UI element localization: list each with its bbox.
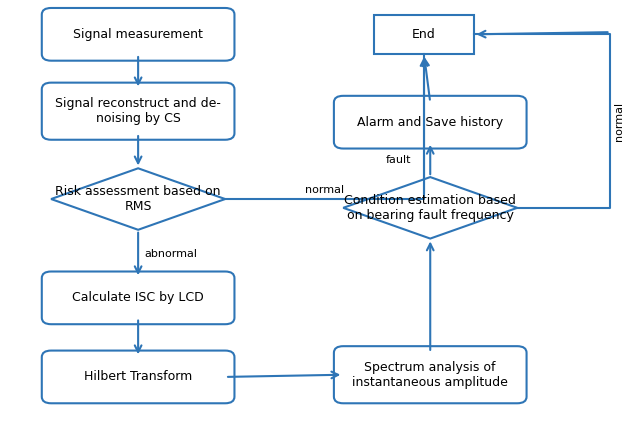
FancyBboxPatch shape xyxy=(42,271,234,324)
Text: Calculate ISC by LCD: Calculate ISC by LCD xyxy=(72,291,204,305)
Text: fault: fault xyxy=(386,155,411,164)
Text: Alarm and Save history: Alarm and Save history xyxy=(357,116,503,129)
Text: Spectrum analysis of
instantaneous amplitude: Spectrum analysis of instantaneous ampli… xyxy=(352,361,508,389)
Text: End: End xyxy=(412,28,436,41)
Polygon shape xyxy=(343,177,517,239)
Text: Hilbert Transform: Hilbert Transform xyxy=(84,370,192,383)
Text: normal: normal xyxy=(614,102,624,141)
Text: Signal measurement: Signal measurement xyxy=(73,28,203,41)
FancyBboxPatch shape xyxy=(334,96,527,149)
Text: Signal reconstruct and de-
noising by CS: Signal reconstruct and de- noising by CS xyxy=(55,97,221,125)
FancyBboxPatch shape xyxy=(42,83,234,140)
Polygon shape xyxy=(51,168,225,230)
Bar xyxy=(374,15,474,54)
Text: Condition estimation based
on bearing fault frequency: Condition estimation based on bearing fa… xyxy=(344,194,516,222)
Text: abnormal: abnormal xyxy=(144,249,198,259)
FancyBboxPatch shape xyxy=(42,8,234,61)
FancyBboxPatch shape xyxy=(42,351,234,403)
Text: normal: normal xyxy=(305,185,344,194)
FancyBboxPatch shape xyxy=(334,346,527,403)
Text: Risk assessment based on
RMS: Risk assessment based on RMS xyxy=(55,185,221,213)
